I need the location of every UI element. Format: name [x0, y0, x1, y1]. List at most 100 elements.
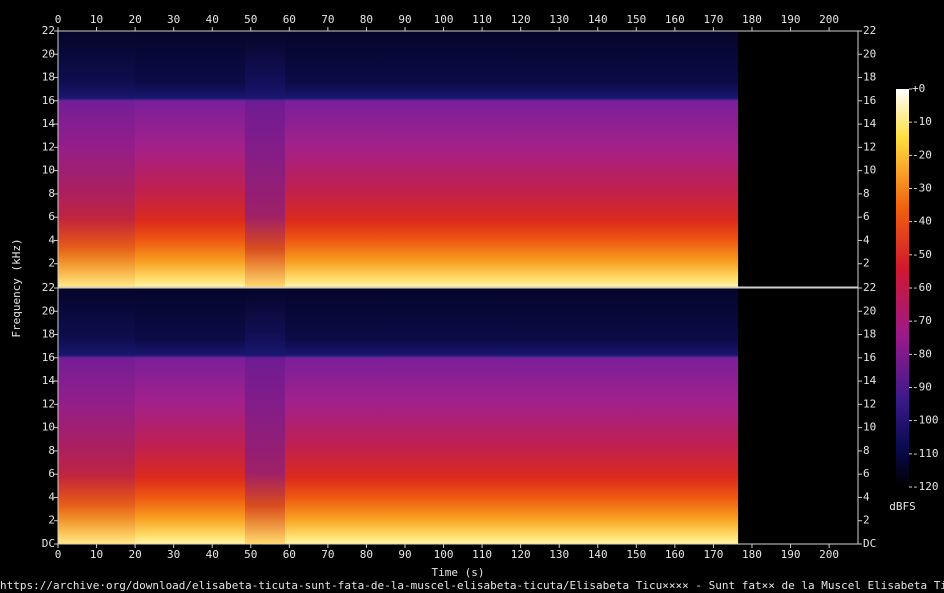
- spectrogram-quiet: [245, 31, 285, 287]
- spectrogram-quiet: [245, 288, 285, 544]
- y-tick-label: DC: [42, 537, 55, 550]
- x-tick-label: 120: [511, 548, 531, 561]
- x-tick-label: 60: [283, 13, 296, 26]
- x-tick-label: 200: [819, 13, 839, 26]
- file-url: https://archive·org/download/elisabeta-t…: [0, 579, 944, 592]
- x-tick-label: 200: [819, 548, 839, 561]
- y-tick-label: 22: [42, 24, 55, 37]
- colorbar-tick-label: -20: [912, 148, 932, 161]
- x-tick-label: 70: [321, 13, 334, 26]
- x-tick-label: 40: [206, 13, 219, 26]
- y-tick-label: 16: [42, 94, 55, 107]
- x-tick-label: 60: [283, 548, 296, 561]
- x-tick-label: 30: [167, 548, 180, 561]
- colorbar: [896, 89, 909, 487]
- y-tick-label-right: 2: [863, 257, 870, 270]
- y-tick-label-right: 14: [863, 117, 877, 130]
- x-tick-label: 50: [244, 548, 257, 561]
- y-tick-label: 8: [48, 187, 55, 200]
- y-tick-label: 12: [42, 140, 55, 153]
- colorbar-label: dBFS: [889, 500, 916, 513]
- y-tick-label-right: 10: [863, 421, 876, 434]
- x-tick-label: 50: [244, 13, 257, 26]
- y-tick-label-right: 22: [863, 24, 876, 37]
- x-tick-label: 160: [665, 13, 685, 26]
- y-tick-label: 20: [42, 47, 55, 60]
- plot-frame: [57, 30, 859, 288]
- y-tick-label-right: DC: [863, 537, 876, 550]
- y-tick-label-right: 6: [863, 467, 870, 480]
- x-tick-label: 140: [588, 548, 608, 561]
- y-tick-label: 22: [42, 281, 55, 294]
- colorbar-tick-label: -80: [912, 347, 932, 360]
- y-tick-label-right: 20: [863, 304, 876, 317]
- y-axis-label: Frequency (kHz): [10, 238, 23, 337]
- spectrogram-intro: [58, 31, 135, 287]
- x-tick-label: 70: [321, 548, 334, 561]
- x-axis-label: Time (s): [432, 566, 485, 579]
- x-tick-label: 180: [742, 548, 762, 561]
- y-tick-label-right: 18: [863, 71, 876, 84]
- y-tick-label: 6: [48, 467, 55, 480]
- x-tick-label: 180: [742, 13, 762, 26]
- x-tick-label: 190: [781, 13, 801, 26]
- x-tick-label: 100: [434, 548, 454, 561]
- y-tick-label: 14: [42, 117, 56, 130]
- y-tick-label-right: 2: [863, 514, 870, 527]
- colorbar-tick-label: -50: [912, 248, 932, 261]
- colorbar-tick-label: -40: [912, 215, 932, 228]
- y-tick-label: 2: [48, 257, 55, 270]
- x-tick-label: 80: [360, 13, 373, 26]
- y-tick-label: 6: [48, 210, 55, 223]
- x-tick-label: 130: [549, 548, 569, 561]
- colorbar-tick-label: -120: [912, 480, 939, 493]
- x-tick-label: 0: [55, 13, 62, 26]
- y-tick-label: 4: [48, 233, 55, 246]
- x-tick-label: 20: [128, 13, 141, 26]
- y-tick-label-right: 12: [863, 140, 876, 153]
- x-tick-label: 170: [703, 548, 723, 561]
- x-tick-label: 20: [128, 548, 141, 561]
- y-tick-label-right: 6: [863, 210, 870, 223]
- x-tick-label: 90: [398, 548, 411, 561]
- x-tick-label: 100: [434, 13, 454, 26]
- plot-frame: [57, 287, 859, 545]
- y-tick-label-right: 10: [863, 164, 876, 177]
- spectrogram-intro: [58, 288, 135, 544]
- x-tick-label: 0: [55, 548, 62, 561]
- x-tick-label: 190: [781, 548, 801, 561]
- y-tick-label-right: 22: [863, 281, 876, 294]
- colorbar-tick-label: +0: [912, 82, 925, 95]
- colorbar-tick-label: -90: [912, 381, 932, 394]
- x-tick-label: 170: [703, 13, 723, 26]
- colorbar-tick-label: -100: [912, 414, 939, 427]
- y-tick-label: 18: [42, 328, 55, 341]
- y-tick-label: 12: [42, 397, 55, 410]
- colorbar-tick-label: -60: [912, 281, 932, 294]
- y-tick-label: 18: [42, 71, 55, 84]
- y-tick-label-right: 8: [863, 187, 870, 200]
- x-tick-label: 110: [472, 13, 492, 26]
- x-tick-label: 10: [90, 548, 103, 561]
- x-tick-label: 150: [626, 548, 646, 561]
- y-tick-label-right: 20: [863, 47, 876, 60]
- x-tick-label: 120: [511, 13, 531, 26]
- colorbar-tick-label: -110: [912, 447, 939, 460]
- x-tick-label: 30: [167, 13, 180, 26]
- y-tick-label: 8: [48, 444, 55, 457]
- y-tick-label: 2: [48, 514, 55, 527]
- y-tick-label-right: 4: [863, 233, 870, 246]
- x-tick-label: 10: [90, 13, 103, 26]
- y-tick-label: 10: [42, 164, 55, 177]
- y-tick-label-right: 14: [863, 374, 877, 387]
- x-tick-label: 90: [398, 13, 411, 26]
- colorbar-tick-label: -10: [912, 115, 932, 128]
- y-tick-label: 10: [42, 421, 55, 434]
- y-tick-label-right: 16: [863, 351, 876, 364]
- y-tick-label: 20: [42, 304, 55, 317]
- y-tick-label-right: 4: [863, 490, 870, 503]
- x-tick-label: 130: [549, 13, 569, 26]
- x-tick-label: 40: [206, 548, 219, 561]
- x-tick-label: 80: [360, 548, 373, 561]
